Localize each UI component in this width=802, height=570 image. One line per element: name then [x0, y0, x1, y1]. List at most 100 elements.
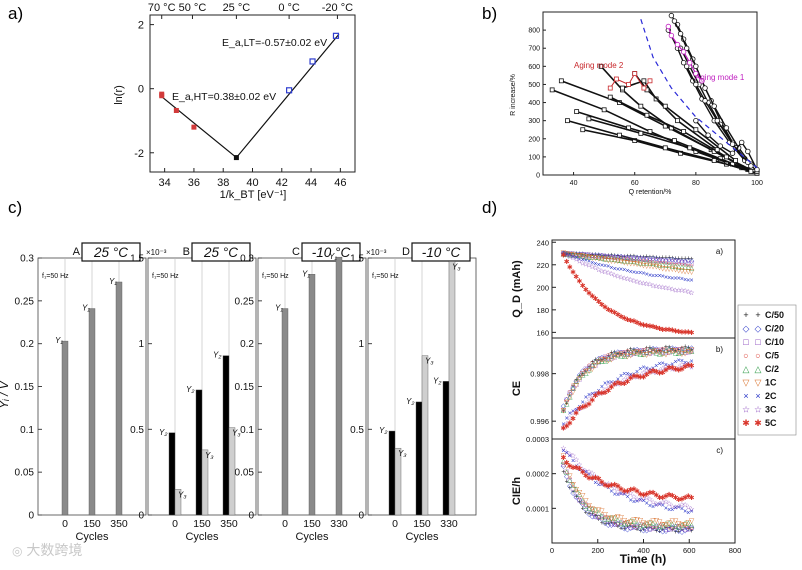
plot-d-marker: ◇	[679, 258, 685, 265]
plot-d-marker: ○	[673, 525, 677, 532]
plot-d-marker: ▽	[628, 261, 634, 268]
plot-d-marker: ◇	[628, 255, 634, 262]
plot-d-marker: ◇	[654, 525, 660, 532]
plot-d-marker: ▽	[609, 516, 615, 523]
plot-d-marker: ×	[613, 491, 617, 498]
plot-d-marker: ○	[645, 258, 649, 265]
plot-d-legend-symbol: ▽	[743, 378, 750, 388]
plot-d-marker: ○	[597, 514, 601, 521]
plot-d-marker: △	[660, 522, 666, 529]
plot-d-marker: □	[568, 251, 573, 258]
plot-b-mode2-marker	[601, 107, 607, 113]
plot-d-marker: △	[561, 458, 567, 465]
plot-d-marker: ▽	[590, 255, 596, 262]
plot-d-marker: ○	[606, 254, 610, 261]
plot-d-marker: ×	[625, 494, 629, 501]
plot-d-marker: □	[689, 525, 694, 532]
plot-d-marker: ▽	[670, 518, 676, 525]
plot-d-xtick-label: 800	[729, 546, 742, 555]
plot-d-series: □□□□□□□□□□□□□□□□□□□□□□□□□□□□□□□□□□□□□□□□…	[561, 250, 694, 267]
plot-d-marker: ○	[670, 349, 674, 356]
plot-b-divider-line	[640, 19, 758, 169]
plot-d-marker: ◇	[670, 345, 676, 352]
plot-d-marker: □	[632, 525, 637, 532]
plot-d-marker: ✱	[685, 361, 691, 369]
plot-d-marker: △	[615, 352, 621, 359]
plot-c-multiplier: ×10⁻³	[366, 248, 387, 257]
plot-d-marker: ▽	[564, 400, 570, 407]
plot-d-marker: ▽	[606, 358, 612, 365]
plot-d-marker: ○	[654, 525, 658, 532]
plot-d-marker: ▽	[609, 258, 615, 265]
plot-d-marker: ◇	[666, 257, 672, 264]
plot-d-marker: ✱	[612, 380, 618, 388]
plot-d-marker: ▽	[612, 258, 618, 265]
plot-d-legend-symbol: ○	[755, 351, 760, 361]
plot-d-marker: ◇	[663, 348, 669, 355]
plot-d-marker: △	[644, 348, 650, 355]
plot-d-marker: ×	[574, 407, 578, 414]
plot-d-marker: ✱	[621, 380, 627, 388]
plot-d-marker: +	[648, 254, 652, 261]
plot-d-marker: △	[593, 254, 599, 261]
plot-d-marker: +	[670, 527, 674, 534]
plot-b-mode2-red-marker	[626, 82, 631, 87]
plot-d-marker: ◇	[631, 347, 637, 354]
plot-d-marker: ○	[641, 521, 645, 528]
plot-d-marker: ☆	[618, 490, 624, 498]
plot-d-legend-symbol: ◇	[743, 324, 750, 334]
plot-d-marker: ▽	[625, 519, 631, 526]
plot-d-legend-symbol: □	[743, 337, 749, 347]
plot-d-marker: ✱	[615, 482, 621, 490]
plot-d-marker: ◇	[602, 355, 608, 362]
plot-d-marker: ×	[565, 415, 569, 422]
plot-d-marker: ✱	[663, 366, 669, 374]
plot-d-marker: □	[645, 525, 650, 532]
plot-d-marker: ◇	[606, 253, 612, 260]
plot-d-marker: ◇	[583, 367, 589, 374]
plot-b-mode2-red-marker	[613, 76, 619, 82]
plot-d-marker: +	[581, 371, 585, 378]
plot-d-marker: ×	[664, 274, 668, 281]
plot-d-marker: +	[641, 254, 645, 261]
plot-d-marker: ◇	[650, 524, 656, 531]
plot-d-marker: ○	[686, 262, 690, 269]
plot-d-marker: ▽	[602, 256, 608, 263]
panel-letter-c: c)	[8, 198, 23, 217]
plot-d-marker: ✱	[580, 282, 586, 290]
plot-d-series: ☆☆☆☆☆☆☆☆☆☆☆☆☆☆☆☆☆☆☆☆☆☆☆☆☆☆☆☆☆☆☆☆☆☆☆☆☆☆☆☆…	[560, 250, 694, 297]
plot-d-legend-label: 3C	[765, 405, 777, 415]
plot-d-marker: ◇	[590, 252, 596, 259]
plot-b-xlabel: Q retention/%	[629, 189, 672, 196]
plot-d-marker: ×	[657, 501, 661, 508]
plot-d-marker: +	[597, 252, 601, 259]
plot-d-marker: ☆	[560, 444, 566, 452]
plot-d-marker: △	[657, 350, 663, 357]
plot-d-legend-symbol: ×	[755, 391, 760, 401]
panel-letter-a: a)	[8, 4, 24, 23]
plot-d-marker: ✱	[612, 309, 618, 317]
plot-d-marker: □	[654, 257, 659, 264]
plot-d-marker: △	[625, 519, 631, 526]
plot-d-marker: ▽	[657, 519, 663, 526]
plot-d-marker: △	[622, 353, 628, 360]
plot-d-marker: ◇	[602, 253, 608, 260]
plot-d-marker: △	[628, 348, 634, 355]
plot-d-legend-symbol: ◇	[755, 324, 762, 334]
plot-d-marker: ×	[632, 499, 636, 506]
plot-d-marker: ◇	[676, 528, 682, 535]
plot-d-marker: ▽	[567, 394, 573, 401]
plot-d-marker: □	[645, 350, 650, 357]
plot-d-marker: ◇	[682, 258, 688, 265]
plot-c-bar-label: Y₂	[186, 385, 194, 394]
plot-d-ytick-label: 0.998	[530, 370, 549, 379]
plot-d-marker: ✱	[564, 422, 570, 430]
plot-d-marker: ×	[561, 422, 565, 429]
plot-d-marker: +	[568, 392, 572, 399]
plot-d-marker: ☆	[688, 506, 694, 514]
plot-d-marker: △	[634, 520, 640, 527]
plot-c-ytick-label: 1.5	[130, 254, 144, 265]
plot-d-marker: +	[587, 364, 591, 371]
plot-d-marker: ×	[574, 255, 578, 262]
plot-d-marker: +	[670, 346, 674, 353]
